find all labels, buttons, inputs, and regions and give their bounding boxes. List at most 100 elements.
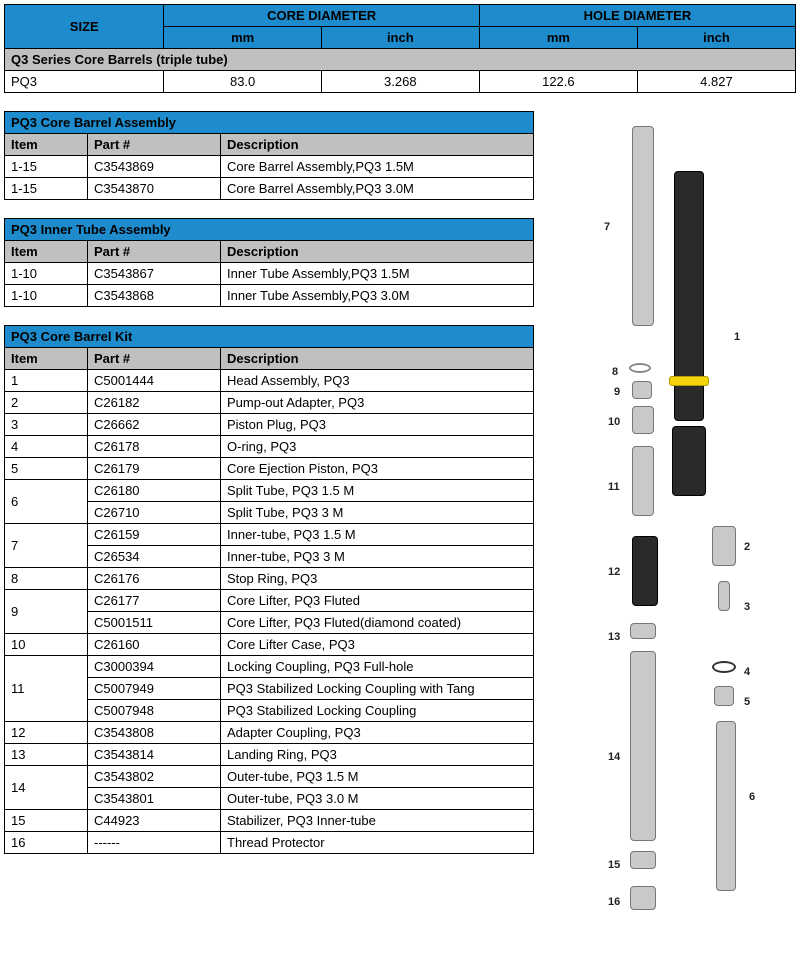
diagram-label-7: 7 (604, 221, 610, 233)
cell-part: C5007949 (88, 678, 221, 700)
diagram-label-11: 11 (608, 481, 620, 493)
core-mm-value: 83.0 (164, 71, 321, 93)
col-desc: Description (221, 348, 534, 370)
cell-part: C5007948 (88, 700, 221, 722)
cell-part: C26710 (88, 502, 221, 524)
table-row: 2C26182Pump-out Adapter, PQ3 (5, 392, 534, 414)
cell-desc: Core Lifter, PQ3 Fluted(diamond coated) (221, 612, 534, 634)
cell-item: 1-15 (5, 156, 88, 178)
cell-item: 9 (5, 590, 88, 634)
cell-desc: Head Assembly, PQ3 (221, 370, 534, 392)
table-row: 1C5001444Head Assembly, PQ3 (5, 370, 534, 392)
diagram-label-13: 13 (608, 631, 620, 643)
cell-desc: Inner-tube, PQ3 3 M (221, 546, 534, 568)
cell-part: C26182 (88, 392, 221, 414)
hole-mm-value: 122.6 (479, 71, 637, 93)
inner-tube-assembly-table: PQ3 Inner Tube Assembly Item Part # Desc… (4, 218, 534, 307)
cell-part: C3543814 (88, 744, 221, 766)
cell-desc: Core Ejection Piston, PQ3 (221, 458, 534, 480)
table-row: 7C26159Inner-tube, PQ3 1.5 M (5, 524, 534, 546)
cell-item: 2 (5, 392, 88, 414)
cell-desc: Landing Ring, PQ3 (221, 744, 534, 766)
cell-item: 7 (5, 524, 88, 568)
cell-desc: Adapter Coupling, PQ3 (221, 722, 534, 744)
cell-desc: Core Lifter, PQ3 Fluted (221, 590, 534, 612)
cell-desc: PQ3 Stabilized Locking Coupling (221, 700, 534, 722)
cell-desc: Thread Protector (221, 832, 534, 854)
table-row: 4C26178O-ring, PQ3 (5, 436, 534, 458)
table-row: 5C26179Core Ejection Piston, PQ3 (5, 458, 534, 480)
cell-part: C3543867 (88, 263, 221, 285)
cell-item: 6 (5, 480, 88, 524)
cell-desc: Locking Coupling, PQ3 Full-hole (221, 656, 534, 678)
cell-desc: Core Barrel Assembly,PQ3 1.5M (221, 156, 534, 178)
table-row: 6C26180Split Tube, PQ3 1.5 M (5, 480, 534, 502)
core-lifter-case-10 (632, 406, 654, 434)
cell-item: 15 (5, 810, 88, 832)
inner-tube-7 (632, 126, 654, 326)
cell-part: ------ (88, 832, 221, 854)
table-row: 11C3000394Locking Coupling, PQ3 Full-hol… (5, 656, 534, 678)
outer-tube-14 (630, 651, 656, 841)
table-title: PQ3 Core Barrel Assembly (5, 112, 534, 134)
size-header: SIZE (5, 5, 164, 49)
col-part: Part # (88, 241, 221, 263)
diagram-label-12: 12 (608, 566, 620, 578)
cell-part: C3543870 (88, 178, 221, 200)
cell-part: C5001444 (88, 370, 221, 392)
o-ring-4 (712, 661, 736, 673)
diagram-label-1: 1 (734, 331, 740, 343)
cell-desc: Outer-tube, PQ3 1.5 M (221, 766, 534, 788)
col-item: Item (5, 241, 88, 263)
cell-part: C44923 (88, 810, 221, 832)
dark-mid (672, 426, 706, 496)
diagram-label-14: 14 (608, 751, 620, 763)
landing-ring-13 (630, 623, 656, 639)
cell-desc: Split Tube, PQ3 3 M (221, 502, 534, 524)
adapter-coupling-12 (632, 536, 658, 606)
cell-desc: Stabilizer, PQ3 Inner-tube (221, 810, 534, 832)
cell-item: 1 (5, 370, 88, 392)
core-inch-value: 3.268 (321, 71, 479, 93)
cell-item: 5 (5, 458, 88, 480)
cell-desc: Inner-tube, PQ3 1.5 M (221, 524, 534, 546)
cell-part: C3000394 (88, 656, 221, 678)
cell-desc: PQ3 Stabilized Locking Coupling with Tan… (221, 678, 534, 700)
diagram-label-9: 9 (614, 386, 620, 398)
hole-diameter-header: HOLE DIAMETER (479, 5, 795, 27)
diagram-label-16: 16 (608, 896, 620, 908)
cell-part: C26179 (88, 458, 221, 480)
cell-item: 1-10 (5, 285, 88, 307)
yellow-ring (669, 376, 709, 386)
diagram-label-3: 3 (744, 601, 750, 613)
cell-item: 14 (5, 766, 88, 810)
cell-part: C26178 (88, 436, 221, 458)
cell-desc: Pump-out Adapter, PQ3 (221, 392, 534, 414)
cell-item: 10 (5, 634, 88, 656)
table-row: 14C3543802Outer-tube, PQ3 1.5 M (5, 766, 534, 788)
table-row: 1-10C3543868Inner Tube Assembly,PQ3 3.0M (5, 285, 534, 307)
cell-item: 13 (5, 744, 88, 766)
size-name: PQ3 (5, 71, 164, 93)
cell-part: C26160 (88, 634, 221, 656)
col-desc: Description (221, 134, 534, 156)
table-row: 8C26176Stop Ring, PQ3 (5, 568, 534, 590)
cell-desc: O-ring, PQ3 (221, 436, 534, 458)
diagram-label-6: 6 (749, 791, 755, 803)
cell-part: C3543802 (88, 766, 221, 788)
exploded-diagram: 78910111213141516123456 (544, 111, 800, 941)
table-row: 16------Thread Protector (5, 832, 534, 854)
table-row: 1-10C3543867Inner Tube Assembly,PQ3 1.5M (5, 263, 534, 285)
cell-desc: Inner Tube Assembly,PQ3 3.0M (221, 285, 534, 307)
table-title: PQ3 Core Barrel Kit (5, 326, 534, 348)
locking-coupling-11 (632, 446, 654, 516)
cell-item: 12 (5, 722, 88, 744)
cell-desc: Stop Ring, PQ3 (221, 568, 534, 590)
hole-inch-header: inch (637, 27, 795, 49)
cell-item: 1-10 (5, 263, 88, 285)
size-table: SIZE CORE DIAMETER HOLE DIAMETER mm inch… (4, 4, 796, 93)
diagram-label-10: 10 (608, 416, 620, 428)
cell-part: C3543868 (88, 285, 221, 307)
split-tube-6 (716, 721, 736, 891)
stop-ring-8 (629, 363, 651, 373)
